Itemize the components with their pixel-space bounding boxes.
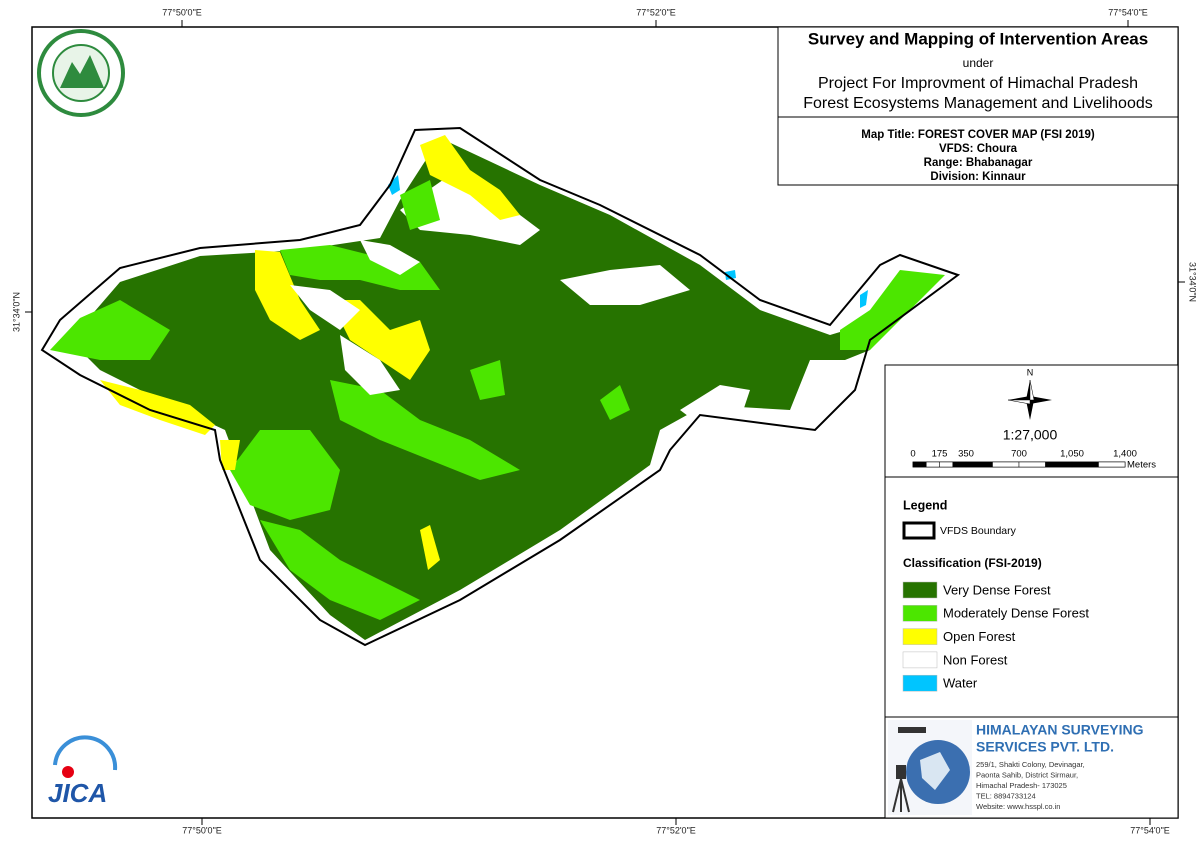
- scale-label: 0: [910, 449, 915, 460]
- address-line: TEL: 8894733124: [976, 791, 1036, 800]
- cover-patch: [680, 385, 750, 425]
- coord-label: 77°50'0"E: [162, 7, 202, 17]
- cover-patch: [840, 270, 945, 350]
- legend-items: Very Dense Forest Moderately Dense Forest…: [902, 581, 1089, 692]
- cover-patch: [470, 360, 505, 400]
- address-line: Website: www.hsspl.co.in: [976, 802, 1060, 811]
- coord-label: 31°34'0"N: [1188, 262, 1198, 302]
- coord-label: 77°54'0"E: [1130, 825, 1170, 835]
- scale-segment: [965, 461, 993, 468]
- company-name: HIMALAYAN SURVEYING: [976, 722, 1144, 738]
- map-vfds: VFDS: Choura: [939, 143, 1018, 155]
- classification-title: Classification (FSI-2019): [903, 556, 1042, 570]
- header-project: Forest Ecosystems Management and Livelih…: [803, 95, 1153, 112]
- legend-swatch: [902, 581, 938, 599]
- north-label: N: [1027, 367, 1034, 377]
- coord-label: 77°52'0"E: [636, 7, 676, 17]
- legend-label: Moderately Dense Forest: [943, 606, 1089, 621]
- cover-patch: [420, 525, 440, 570]
- map-division: Division: Kinnaur: [930, 171, 1026, 183]
- scale-segment: [992, 461, 1020, 468]
- cover-patch: [388, 175, 400, 195]
- map-range: Range: Bhabanagar: [924, 157, 1033, 169]
- cover-patch: [340, 335, 400, 395]
- scale-ratio: 1:27,000: [1003, 427, 1058, 443]
- legend-label: Open Forest: [943, 629, 1016, 644]
- cover-patch: [255, 250, 320, 340]
- cover-patch: [260, 520, 420, 620]
- scale-segment: [912, 461, 927, 468]
- cover-patch: [860, 290, 868, 308]
- legend-swatch: [902, 605, 938, 622]
- legend-swatch: [902, 674, 938, 692]
- scale-segment: [1098, 461, 1126, 468]
- jica-text: JICA: [48, 778, 107, 808]
- header-project: Project For Improvment of Himachal Prade…: [818, 75, 1138, 92]
- scale-segment: [952, 461, 967, 468]
- address-line: Himachal Pradesh- 173025: [976, 781, 1067, 790]
- cover-patch: [330, 380, 520, 480]
- cover-patch: [400, 180, 440, 230]
- scale-segment: [926, 461, 940, 468]
- scale-label: 350: [958, 449, 974, 460]
- vfds-boundary: [40, 126, 961, 647]
- cover-patch: [220, 440, 240, 470]
- legend-label: Non Forest: [943, 652, 1008, 667]
- scale-segment: [1045, 461, 1073, 468]
- cover-patch: [360, 240, 420, 275]
- header-under: under: [963, 56, 994, 70]
- address-line: 259/1, Shakti Colony, Devinagar,: [976, 760, 1085, 769]
- cover-patch: [230, 430, 340, 520]
- company-name: SERVICES PVT. LTD.: [976, 739, 1114, 755]
- company-logo: [888, 720, 972, 815]
- cover-patch: [50, 300, 170, 360]
- legend-label: Water: [943, 676, 978, 691]
- company-address: 259/1, Shakti Colony, Devinagar,Paonta S…: [976, 760, 1085, 811]
- coord-label: 77°50'0"E: [182, 825, 222, 835]
- legend-label: Very Dense Forest: [943, 582, 1051, 597]
- cover-patch: [290, 285, 360, 330]
- header-box: [777, 26, 1179, 118]
- scale-label: 700: [1011, 449, 1027, 460]
- scale-segment: [939, 461, 953, 468]
- coord-label: 77°54'0"E: [1108, 7, 1148, 17]
- scale-segment: [1071, 461, 1099, 468]
- cover-patch: [280, 245, 440, 290]
- forest-logo: [37, 29, 125, 117]
- cover-patch: [330, 300, 430, 380]
- header-title: Survey and Mapping of Intervention Areas: [808, 29, 1148, 48]
- north-arrow: [1007, 379, 1052, 420]
- scale-unit: Meters: [1127, 460, 1156, 471]
- map-info-box: [777, 116, 1179, 186]
- cover-patch: [600, 385, 630, 420]
- legend-swatch: [902, 651, 938, 669]
- address-line: Paonta Sahib, District Sirmaur,: [976, 770, 1078, 779]
- cover-patch: [725, 270, 736, 280]
- jica-logo: JICA: [48, 735, 118, 808]
- coord-label: 77°52'0"E: [656, 825, 696, 835]
- graticule-ticks: [25, 20, 1185, 825]
- cover-patch: [560, 265, 690, 305]
- scale-label: 1,400: [1113, 449, 1137, 460]
- map-title: Map Title: FOREST COVER MAP (FSI 2019): [861, 129, 1095, 141]
- scale-label: 1,050: [1060, 449, 1084, 460]
- scale-segment: [1018, 461, 1046, 468]
- scale-label: 175: [932, 449, 948, 460]
- boundary-swatch: [902, 521, 936, 540]
- coord-label: 31°34'0"N: [11, 292, 21, 332]
- legend-swatch: [902, 628, 938, 645]
- legend-title: Legend: [903, 498, 947, 512]
- scale-frame: [884, 364, 1179, 478]
- cover-patch: [400, 175, 540, 245]
- cover-patch: [420, 135, 520, 220]
- forest-cover: [40, 126, 961, 647]
- boundary-label: VFDS Boundary: [940, 525, 1017, 537]
